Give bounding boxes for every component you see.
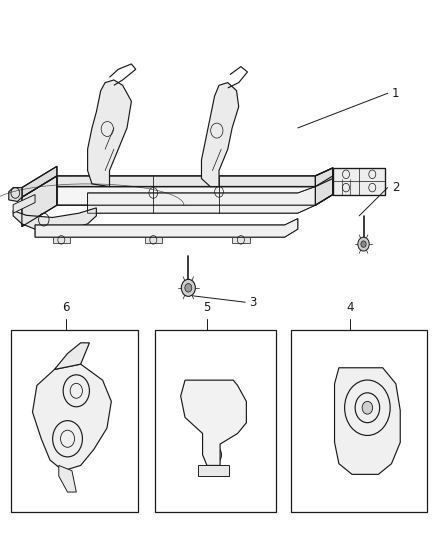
Polygon shape: [201, 83, 239, 187]
Polygon shape: [53, 237, 70, 243]
Polygon shape: [232, 237, 250, 243]
Circle shape: [358, 237, 369, 251]
Bar: [291, 330, 427, 512]
Bar: [155, 330, 276, 512]
Bar: [11, 330, 138, 512]
Polygon shape: [57, 168, 333, 187]
Polygon shape: [35, 219, 298, 237]
Polygon shape: [22, 176, 57, 227]
Circle shape: [181, 279, 195, 296]
Polygon shape: [333, 168, 385, 195]
Polygon shape: [180, 380, 246, 465]
Polygon shape: [335, 368, 400, 474]
Polygon shape: [22, 166, 57, 197]
Text: 6: 6: [62, 302, 69, 314]
Polygon shape: [145, 237, 162, 243]
Polygon shape: [88, 80, 131, 187]
Polygon shape: [32, 364, 111, 471]
Polygon shape: [9, 188, 22, 201]
Polygon shape: [57, 179, 333, 205]
Text: 2: 2: [392, 181, 399, 194]
Polygon shape: [198, 465, 229, 476]
Circle shape: [361, 241, 366, 247]
Polygon shape: [13, 208, 96, 232]
Text: 5: 5: [204, 302, 211, 314]
Circle shape: [362, 401, 373, 414]
Text: 1: 1: [392, 87, 399, 100]
Text: 4: 4: [346, 302, 353, 314]
Text: 3: 3: [250, 296, 257, 309]
Polygon shape: [315, 168, 333, 205]
Circle shape: [185, 284, 192, 292]
Polygon shape: [13, 195, 35, 213]
Polygon shape: [88, 187, 315, 213]
Polygon shape: [59, 465, 76, 492]
Polygon shape: [54, 343, 89, 369]
